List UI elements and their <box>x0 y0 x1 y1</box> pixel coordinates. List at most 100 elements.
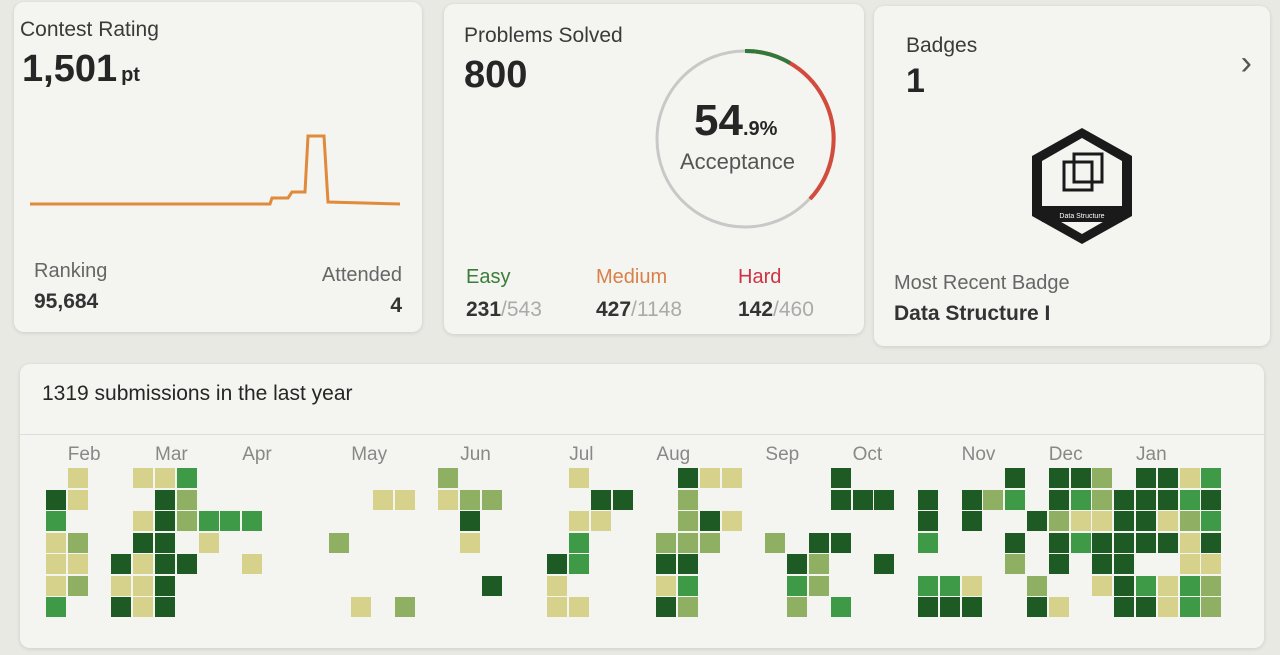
heatmap-cell[interactable] <box>1070 532 1091 553</box>
heatmap-cell[interactable] <box>176 511 197 531</box>
heatmap-cell[interactable] <box>656 597 677 617</box>
heatmap-cell[interactable] <box>961 489 982 510</box>
heatmap-cell[interactable] <box>1092 511 1113 531</box>
heatmap-cell[interactable] <box>155 575 175 596</box>
heatmap-cell[interactable] <box>1070 511 1091 531</box>
heatmap-cell[interactable] <box>1179 511 1200 531</box>
heatmap-cell[interactable] <box>961 511 982 531</box>
heatmap-cell[interactable] <box>656 532 677 553</box>
heatmap-cell[interactable] <box>198 511 219 531</box>
heatmap-cell[interactable] <box>1048 511 1069 531</box>
heatmap-cell[interactable] <box>133 554 154 574</box>
heatmap-cell[interactable] <box>1136 489 1156 510</box>
heatmap-cell[interactable] <box>111 554 132 574</box>
heatmap-cell[interactable] <box>830 468 851 488</box>
heatmap-cell[interactable] <box>1092 468 1113 488</box>
heatmap-cell[interactable] <box>242 511 263 531</box>
heatmap-cell[interactable] <box>1048 554 1069 574</box>
heatmap-cell[interactable] <box>656 575 677 596</box>
heatmap-cell[interactable] <box>809 532 829 553</box>
chevron-right-icon[interactable]: › <box>1240 44 1252 82</box>
heatmap-cell[interactable] <box>1157 532 1178 553</box>
heatmap-cell[interactable] <box>1092 532 1113 553</box>
heatmap-cell[interactable] <box>1114 511 1135 531</box>
heatmap-cell[interactable] <box>155 511 175 531</box>
heatmap-cell[interactable] <box>1201 532 1222 553</box>
heatmap-cell[interactable] <box>1114 597 1135 617</box>
heatmap-cell[interactable] <box>678 554 699 574</box>
heatmap-cell[interactable] <box>1136 575 1156 596</box>
heatmap-cell[interactable] <box>1114 489 1135 510</box>
heatmap-cell[interactable] <box>830 532 851 553</box>
heatmap-cell[interactable] <box>1005 532 1026 553</box>
heatmap-cell[interactable] <box>482 575 502 596</box>
heatmap-cell[interactable] <box>176 468 197 488</box>
heatmap-cell[interactable] <box>765 532 786 553</box>
heatmap-cell[interactable] <box>809 554 829 574</box>
heatmap-cell[interactable] <box>569 554 590 574</box>
heatmap-cell[interactable] <box>482 489 502 510</box>
heatmap-cell[interactable] <box>547 554 568 574</box>
heatmap-cell[interactable] <box>918 532 938 553</box>
heatmap-cell[interactable] <box>1201 468 1222 488</box>
heatmap-cell[interactable] <box>1027 597 1047 617</box>
heatmap-cell[interactable] <box>1027 575 1047 596</box>
heatmap-cell[interactable] <box>1179 575 1200 596</box>
heatmap-cell[interactable] <box>46 554 66 574</box>
heatmap-cell[interactable] <box>67 532 88 553</box>
heatmap-cell[interactable] <box>111 575 132 596</box>
heatmap-cell[interactable] <box>1092 554 1113 574</box>
heatmap-cell[interactable] <box>1070 468 1091 488</box>
heatmap-cell[interactable] <box>547 575 568 596</box>
heatmap-cell[interactable] <box>700 532 720 553</box>
heatmap-cell[interactable] <box>1179 489 1200 510</box>
heatmap-cell[interactable] <box>918 597 938 617</box>
heatmap-cell[interactable] <box>939 597 960 617</box>
heatmap-cell[interactable] <box>678 597 699 617</box>
heatmap-cell[interactable] <box>1179 468 1200 488</box>
heatmap-cell[interactable] <box>67 554 88 574</box>
heatmap-cell[interactable] <box>438 489 459 510</box>
heatmap-cell[interactable] <box>961 597 982 617</box>
heatmap-cell[interactable] <box>983 489 1004 510</box>
heatmap-cell[interactable] <box>1179 554 1200 574</box>
heatmap-cell[interactable] <box>830 597 851 617</box>
heatmap-cell[interactable] <box>1005 489 1026 510</box>
heatmap-cell[interactable] <box>569 468 590 488</box>
heatmap-cell[interactable] <box>874 489 895 510</box>
heatmap-cell[interactable] <box>1201 489 1222 510</box>
heatmap-cell[interactable] <box>787 597 808 617</box>
heatmap-cell[interactable] <box>46 597 66 617</box>
heatmap-cell[interactable] <box>46 511 66 531</box>
heatmap-cell[interactable] <box>874 554 895 574</box>
heatmap-cell[interactable] <box>460 532 481 553</box>
heatmap-cell[interactable] <box>133 511 154 531</box>
heatmap-cell[interactable] <box>852 489 873 510</box>
heatmap-cell[interactable] <box>1179 532 1200 553</box>
heatmap-cell[interactable] <box>394 489 415 510</box>
heatmap-cell[interactable] <box>678 511 699 531</box>
heatmap-cell[interactable] <box>1157 597 1178 617</box>
heatmap-cell[interactable] <box>111 597 132 617</box>
heatmap-cell[interactable] <box>351 597 372 617</box>
heatmap-cell[interactable] <box>678 532 699 553</box>
heatmap-cell[interactable] <box>198 532 219 553</box>
heatmap-cell[interactable] <box>1114 575 1135 596</box>
heatmap-cell[interactable] <box>46 532 66 553</box>
heatmap-cell[interactable] <box>1201 597 1222 617</box>
heatmap-cell[interactable] <box>133 597 154 617</box>
heatmap-cell[interactable] <box>133 575 154 596</box>
heatmap-cell[interactable] <box>547 597 568 617</box>
heatmap-cell[interactable] <box>67 468 88 488</box>
heatmap-cell[interactable] <box>569 511 590 531</box>
heatmap-cell[interactable] <box>1136 532 1156 553</box>
heatmap-cell[interactable] <box>918 489 938 510</box>
heatmap-cell[interactable] <box>176 554 197 574</box>
heatmap-cell[interactable] <box>939 575 960 596</box>
heatmap-cell[interactable] <box>67 489 88 510</box>
heatmap-cell[interactable] <box>1005 468 1026 488</box>
heatmap-cell[interactable] <box>700 468 720 488</box>
heatmap-cell[interactable] <box>329 532 350 553</box>
heatmap-cell[interactable] <box>1114 532 1135 553</box>
heatmap-cell[interactable] <box>678 575 699 596</box>
